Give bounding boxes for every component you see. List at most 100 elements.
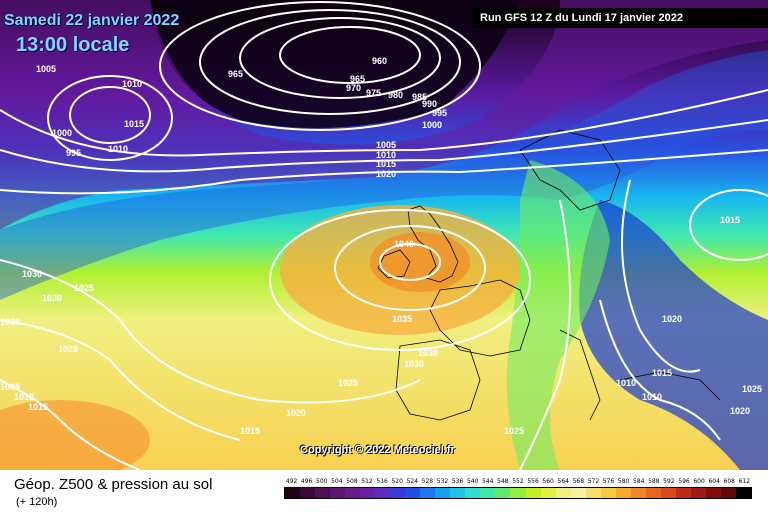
scale-label: 572 — [587, 478, 600, 485]
isobar-label: 990 — [422, 99, 437, 109]
scale-label: 524 — [406, 478, 419, 485]
color-scale: 492 496 500 504 508 512 516 520 524 528 532 536 540 5… — [284, 478, 752, 499]
isobar-label: 1005 — [0, 382, 20, 392]
isobar-label: 1030 — [0, 317, 20, 327]
isobar-label: 960 — [372, 56, 387, 66]
scale-label: 500 — [316, 478, 328, 485]
isobar-label: 975 — [366, 88, 381, 98]
scale-swatch — [630, 488, 646, 498]
scale-swatch — [330, 488, 346, 498]
weather-map: 1005 1010 1015 1010 1000 995 965 960 965 970 975 98… — [0, 0, 768, 470]
scale-label: 532 — [436, 478, 449, 485]
scale-label: 508 — [346, 478, 358, 485]
scale-swatch — [615, 488, 631, 498]
scale-swatch — [405, 488, 421, 498]
isobar-label: 1015 — [124, 119, 144, 129]
forecast-lead: (+ 120h) — [16, 496, 58, 508]
scale-label: 592 — [663, 478, 675, 485]
isobar-label: 970 — [346, 83, 361, 93]
scale-label: 512 — [361, 478, 373, 485]
scale-label: 584 — [632, 478, 645, 485]
isobar-label: 980 — [388, 90, 403, 100]
scale-label: 580 — [617, 478, 630, 485]
scale-swatch — [495, 488, 511, 498]
scale-label: 528 — [421, 478, 434, 485]
scale-swatch — [720, 488, 736, 498]
scale-swatch — [420, 488, 436, 498]
scale-label: 496 — [300, 478, 313, 485]
scale-swatch — [450, 488, 466, 498]
isobar-label: 995 — [432, 108, 447, 118]
scale-label: 552 — [512, 478, 524, 485]
scale-swatch — [540, 488, 556, 498]
isobar-label: 985 — [412, 92, 427, 102]
scale-label: 540 — [466, 478, 479, 485]
isobar-label: 1015 — [652, 368, 672, 378]
isobar-label: 1025 — [338, 378, 358, 388]
isobar-label: 965 — [350, 74, 365, 84]
z500-purple-band — [0, 0, 768, 230]
z500-trough-east — [579, 200, 768, 470]
scale-swatch — [585, 488, 601, 498]
color-scale-bar — [284, 487, 752, 499]
scale-swatch — [465, 488, 481, 498]
isobar-label: 1010 — [642, 392, 662, 402]
isobar-label: 1025 — [742, 384, 762, 394]
isobar-label: 1035 — [392, 314, 412, 324]
scale-label: 556 — [527, 478, 539, 485]
scale-label: 536 — [451, 478, 464, 485]
scale-swatch — [285, 488, 301, 498]
isobar-label: 1005 — [36, 64, 56, 74]
isobar-label: 1020 — [662, 314, 682, 324]
z500-blue-band — [0, 50, 768, 300]
scale-swatch — [390, 488, 406, 498]
scale-label: 516 — [376, 478, 388, 485]
run-info: Run GFS 12 Z du Lundi 17 janvier 2022 — [472, 8, 768, 28]
isobar-label: 1025 — [504, 426, 524, 436]
scale-swatch — [510, 488, 526, 498]
isobars — [0, 1, 768, 470]
isobar-label: 1020 — [286, 408, 306, 418]
scale-swatch — [645, 488, 661, 498]
scale-swatch — [600, 488, 616, 498]
map-title: Géop. Z500 & pression au sol — [14, 476, 213, 493]
isobar-label: 1030 — [42, 293, 62, 303]
scale-swatch — [690, 488, 706, 498]
copyright: Copyright © 2022 Meteociel.fr — [300, 444, 455, 456]
isobar-label: 1015 — [28, 402, 48, 412]
color-scale-labels: 492 496 500 504 508 512 516 520 524 528 532 536 540 5… — [284, 478, 752, 485]
coastlines — [377, 129, 721, 421]
isobar-label: 1030 — [22, 269, 42, 279]
scale-swatch — [375, 488, 391, 498]
scale-label: 596 — [678, 478, 690, 485]
isobar-label: 1015 — [720, 215, 740, 225]
scale-swatch — [660, 488, 676, 498]
scale-label: 600 — [693, 478, 705, 485]
isobar-label: 1010 — [122, 79, 142, 89]
z500-green-east — [506, 160, 610, 470]
scale-label: 520 — [391, 478, 403, 485]
isobar-label: 1015 — [240, 426, 260, 436]
scale-swatch — [315, 488, 331, 498]
scale-label: 564 — [557, 478, 569, 485]
isobar-label: 1015 — [376, 159, 396, 169]
scale-swatch — [705, 488, 721, 498]
scale-label: 604 — [708, 478, 720, 485]
scale-label: 560 — [542, 478, 554, 485]
isobar-label: 1005 — [376, 140, 396, 150]
isobar-label: 1020 — [58, 344, 78, 354]
scale-swatch — [675, 488, 691, 498]
scale-label: 548 — [497, 478, 509, 485]
scale-label: 612 — [738, 478, 751, 485]
isobar-label: 1020 — [376, 169, 396, 179]
scale-label: 492 — [285, 478, 298, 485]
z500-ridge-core — [370, 232, 470, 292]
scale-swatch — [345, 488, 361, 498]
scale-swatch — [360, 488, 376, 498]
scale-swatch — [435, 488, 451, 498]
scale-swatch — [735, 488, 751, 498]
scale-label: 544 — [482, 478, 494, 485]
scale-label: 568 — [572, 478, 585, 485]
